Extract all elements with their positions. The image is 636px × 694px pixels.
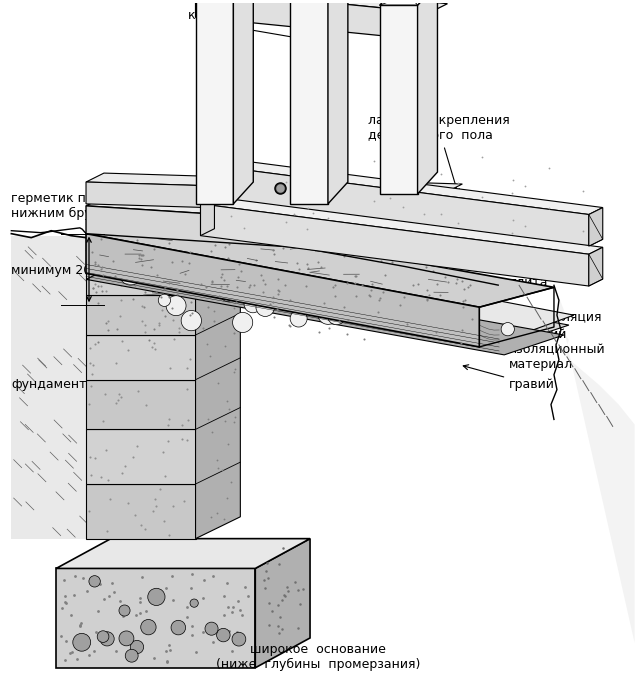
Polygon shape [86,173,462,193]
Circle shape [256,298,275,316]
Polygon shape [200,197,214,236]
Circle shape [232,632,245,646]
Polygon shape [86,335,195,380]
Text: пароизоляция: пароизоляция [478,311,603,323]
Circle shape [318,304,338,324]
Text: лаги  для  крепления
деревянного  пола: лаги для крепления деревянного пола [368,115,509,194]
Polygon shape [380,5,418,194]
Polygon shape [418,0,438,194]
Circle shape [119,605,130,616]
Text: широкое  основание
(ниже  глубины  промерзания): широкое основание (ниже глубины промерза… [216,643,420,671]
Polygon shape [86,206,425,255]
Circle shape [190,599,198,607]
Circle shape [217,628,230,642]
Text: каркас
стен: каркас стен [188,9,346,48]
Circle shape [289,298,305,313]
Circle shape [119,631,134,646]
Circle shape [244,295,262,313]
Circle shape [216,265,233,283]
Circle shape [501,323,515,336]
Polygon shape [86,380,195,430]
Polygon shape [86,230,574,335]
Circle shape [89,575,100,587]
Polygon shape [11,236,86,539]
Circle shape [399,302,413,315]
Polygon shape [589,247,603,286]
Polygon shape [86,219,240,241]
Circle shape [103,260,118,276]
Circle shape [202,271,212,281]
Text: гравий: гравий [463,365,555,391]
Circle shape [233,312,252,332]
Polygon shape [195,0,448,12]
Circle shape [225,278,238,291]
Text: бетонная
плита: бетонная плита [493,262,571,294]
Circle shape [410,321,422,332]
Polygon shape [195,0,429,40]
Polygon shape [86,257,564,355]
Polygon shape [86,234,480,347]
Polygon shape [290,0,328,204]
Text: минимум 20 см: минимум 20 см [11,264,112,277]
Circle shape [100,632,114,646]
Circle shape [360,303,380,323]
Polygon shape [86,241,195,266]
Circle shape [125,650,138,662]
Polygon shape [255,539,310,668]
Circle shape [166,296,186,316]
Text: фундамент: фундамент [11,373,142,391]
Circle shape [141,620,156,635]
Circle shape [290,310,307,327]
Polygon shape [86,266,195,295]
Polygon shape [200,157,214,196]
Circle shape [158,294,170,307]
Circle shape [148,589,165,605]
Circle shape [73,634,91,651]
Polygon shape [56,568,255,668]
Polygon shape [200,164,589,246]
Circle shape [119,262,142,285]
Polygon shape [195,0,233,204]
Polygon shape [86,430,195,484]
Circle shape [427,306,447,326]
Polygon shape [86,182,445,215]
Circle shape [181,310,202,331]
Polygon shape [56,539,310,568]
Circle shape [171,620,186,635]
Polygon shape [200,204,589,286]
Polygon shape [86,484,195,539]
Polygon shape [328,0,348,204]
Circle shape [221,288,235,301]
Polygon shape [86,195,446,228]
Circle shape [328,307,346,325]
Polygon shape [554,285,635,643]
Polygon shape [195,219,240,539]
Text: герметик под
нижним брусом: герметик под нижним брусом [11,192,177,234]
Circle shape [102,257,121,276]
Circle shape [242,285,258,301]
Circle shape [359,301,370,312]
Polygon shape [86,246,569,345]
Polygon shape [200,157,603,214]
Circle shape [97,631,109,643]
Polygon shape [380,0,438,5]
Polygon shape [200,197,603,254]
Circle shape [205,622,218,635]
Circle shape [130,641,144,654]
Polygon shape [86,212,554,307]
Polygon shape [589,208,603,246]
Polygon shape [233,0,253,204]
Text: жесткий
изоляционный
материал: жесткий изоляционный материал [471,328,605,371]
Polygon shape [86,295,195,335]
Circle shape [235,284,250,300]
